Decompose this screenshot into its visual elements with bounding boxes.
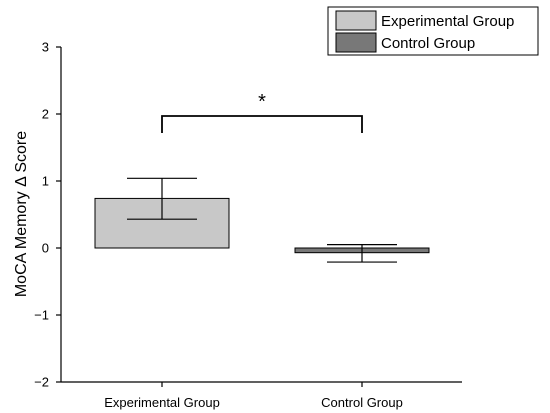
y-tick-label: 0 [42, 241, 49, 256]
x-tick-label: Experimental Group [104, 395, 220, 410]
y-axis-title: MoCA Memory Δ Score [13, 131, 30, 297]
error-bars [127, 177, 397, 263]
y-tick-label: 3 [42, 40, 49, 55]
legend: Experimental Group Control Group [327, 6, 539, 56]
y-tick-label: −1 [34, 308, 49, 323]
legend-label-control: Control Group [381, 35, 475, 52]
y-tick-label: 2 [42, 107, 49, 122]
legend-swatch-experimental [335, 10, 377, 31]
x-axis-labels: Experimental Group Control Group [104, 382, 403, 410]
y-tick-label: 1 [42, 174, 49, 189]
significance-marker: * [258, 91, 266, 113]
y-axis-ticks: 3 2 1 0 −1 −2 [34, 40, 61, 390]
legend-swatch-control [335, 32, 377, 53]
x-tick-label: Control Group [321, 395, 403, 410]
significance-bracket [161, 115, 363, 134]
y-tick-label: −2 [34, 375, 49, 390]
legend-label-experimental: Experimental Group [381, 13, 514, 30]
